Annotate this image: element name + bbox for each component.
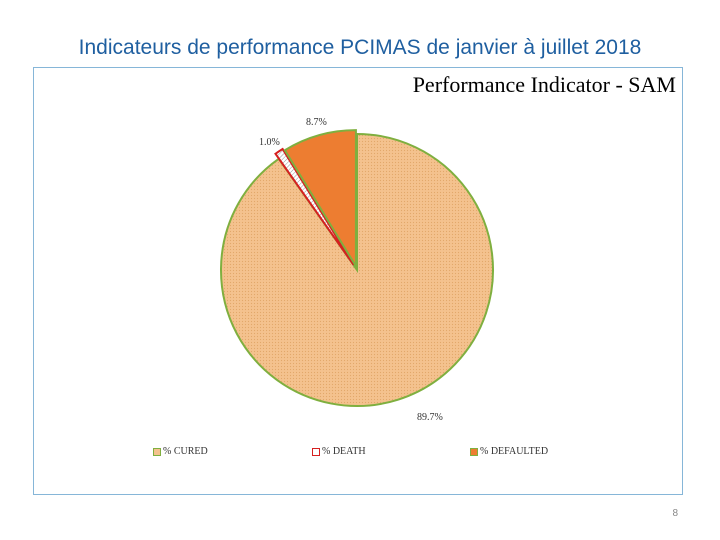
chart-title: Performance Indicator - SAM [412,72,676,97]
chart-legend: % CURED % DEATH % DEFAULTED [34,446,684,466]
legend-item-death: % DEATH [312,446,366,457]
legend-swatch [312,447,320,456]
legend-swatch [153,447,161,456]
legend-item-defaulted: % DEFAULTED [470,446,548,457]
data-label-cured: 89.7% [417,412,443,423]
legend-swatch [470,447,478,456]
legend-label: % DEATH [322,446,366,457]
page-number: 8 [672,508,678,519]
chart-frame: Performance Indicator - SAM 89.7% 1.0% 8.7… [33,67,683,495]
data-label-defaulted: 8.7% [306,117,327,128]
pie-slice-defaulted [283,129,357,270]
pie-slice-death [274,147,355,266]
pie-slice-cured [220,132,494,407]
legend-item-cured: % CURED [153,446,208,457]
legend-label: % DEFAULTED [480,446,549,457]
pie-chart: 89.7% 1.0% 8.7% [220,117,494,423]
legend-label: % CURED [163,446,208,457]
slide-title: Indicateurs de performance PCIMAS de jan… [78,36,642,59]
data-label-death: 1.0% [259,137,280,148]
